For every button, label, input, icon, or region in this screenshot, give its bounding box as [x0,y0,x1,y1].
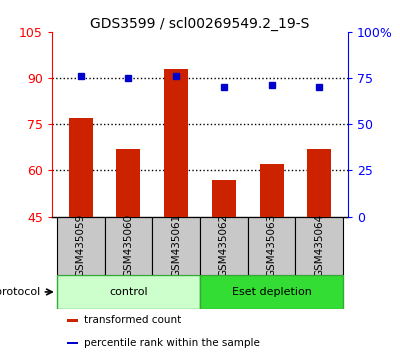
Title: GDS3599 / scl00269549.2_19-S: GDS3599 / scl00269549.2_19-S [90,17,310,31]
Text: GSM435062: GSM435062 [219,214,229,278]
Text: GSM435061: GSM435061 [171,214,181,278]
Bar [164,69,188,217]
Bar [104,217,152,275]
Bar [212,180,236,217]
Bar [116,149,140,217]
Text: percentile rank within the sample: percentile rank within the sample [84,338,260,348]
Text: GSM435060: GSM435060 [123,214,133,277]
Bar [200,275,343,309]
Text: transformed count: transformed count [84,315,181,325]
Bar [200,217,248,275]
Bar [296,217,343,275]
Text: GSM435059: GSM435059 [76,214,86,278]
Bar [308,149,331,217]
Text: Eset depletion: Eset depletion [232,287,312,297]
Bar [260,164,284,217]
Bar [248,217,296,275]
Bar [69,118,92,217]
Text: GSM435064: GSM435064 [314,214,324,278]
Bar [67,342,78,344]
Bar [57,217,104,275]
Text: GSM435063: GSM435063 [267,214,277,278]
Bar [57,275,200,309]
Text: control: control [109,287,148,297]
Text: protocol: protocol [0,287,40,297]
Bar [67,319,78,321]
Bar [152,217,200,275]
